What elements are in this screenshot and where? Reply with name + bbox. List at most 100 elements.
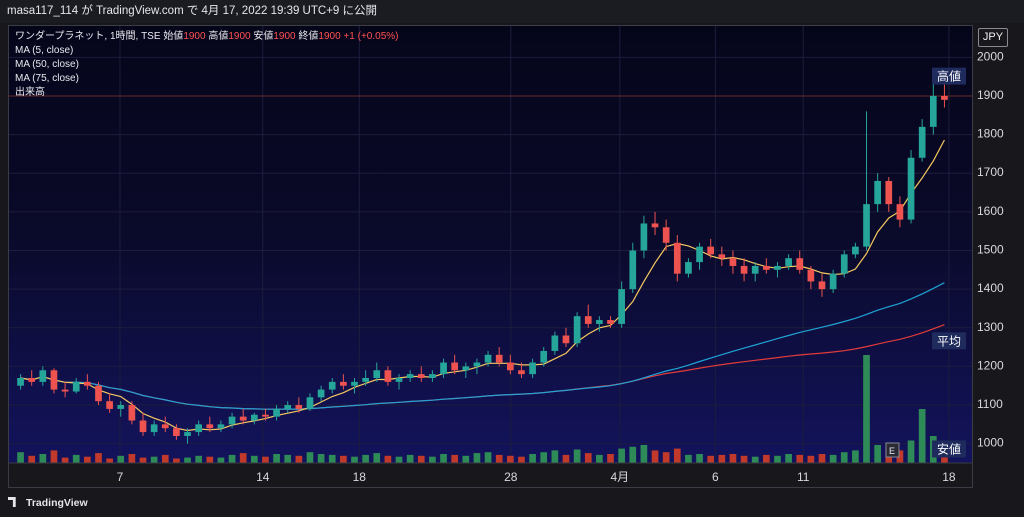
volume-bar: [373, 453, 381, 463]
volume-bar: [763, 454, 770, 463]
tradingview-logo[interactable]: TradingView: [8, 497, 88, 509]
volume-bar: [406, 454, 414, 463]
volume-bar: [596, 454, 603, 463]
candle-body: [941, 95, 948, 100]
price-axis-label: 1000: [977, 436, 1004, 450]
candle-body: [807, 269, 815, 282]
legend-ma75[interactable]: MA (75, close): [15, 73, 79, 84]
currency-button[interactable]: JPY: [978, 28, 1008, 47]
candle-body: [618, 289, 625, 324]
candle-body: [662, 227, 670, 243]
time-axis-label: 11: [797, 470, 810, 484]
legend-close-value: 1900: [318, 31, 341, 42]
time-axis-band: [9, 463, 972, 487]
volume-bar: [84, 456, 91, 463]
candle-body: [484, 354, 492, 363]
legend-ma5[interactable]: MA (5, close): [15, 45, 74, 56]
price-tag-group: 平均: [932, 332, 966, 350]
volume-bar: [462, 455, 470, 463]
candle-body: [328, 381, 336, 390]
price-tag: [932, 67, 966, 85]
candle-body: [495, 354, 503, 363]
volume-bar: [618, 448, 625, 463]
volume-bar: [818, 454, 826, 463]
legend-low-value: 1900: [273, 31, 296, 42]
legend-open-label: 始値: [163, 31, 184, 42]
candle-body: [462, 366, 470, 371]
candle-body: [918, 126, 926, 158]
volume-bar: [117, 455, 125, 463]
candle-body: [262, 414, 269, 417]
price-tag-group: 高値: [932, 67, 966, 85]
candle-body: [340, 381, 347, 386]
candle-body: [250, 414, 258, 421]
tradingview-logo-icon: [8, 497, 16, 507]
candle-body: [295, 405, 303, 409]
candle-body: [28, 378, 36, 382]
volume-bar: [72, 454, 80, 463]
price-chart[interactable]: E 7 14 18 28 4月 6 11 18 高値 平均 安値 ワンダープラネット, 1時間, TS…: [8, 25, 973, 488]
volume-bar: [718, 454, 726, 463]
candle-body: [596, 320, 603, 324]
candle-body: [440, 362, 447, 375]
volume-bar: [217, 457, 225, 463]
volume-bar: [306, 452, 314, 463]
volume-bar: [250, 455, 258, 463]
candle-body: [763, 265, 770, 270]
volume-bar: [128, 454, 136, 463]
candle-body: [685, 262, 692, 274]
volume-bar: [896, 450, 904, 463]
volume-bar: [685, 454, 692, 463]
candle-body: [929, 95, 937, 127]
candle-body: [907, 157, 915, 220]
candle-body: [139, 420, 147, 433]
volume-bar: [440, 454, 447, 463]
time-axis-label: 18: [942, 470, 956, 484]
candle-body: [217, 424, 225, 429]
volume-bar: [195, 455, 202, 463]
volume-bar: [852, 450, 859, 463]
candle-body: [161, 424, 169, 429]
volume-bar: [907, 440, 915, 463]
candle-body: [429, 374, 436, 378]
candle-body: [150, 424, 158, 433]
candle-body: [384, 370, 392, 382]
candle-body: [317, 389, 325, 398]
volume-bar: [673, 448, 681, 463]
volume-bar: [328, 454, 336, 463]
price-axis-label: 1500: [977, 243, 1004, 257]
volume-bar: [874, 445, 881, 463]
legend-ma50[interactable]: MA (50, close): [15, 59, 79, 70]
candle-body: [473, 362, 481, 367]
candle-body: [852, 246, 859, 255]
candle-body: [829, 273, 837, 290]
legend-volume[interactable]: 出来高: [15, 87, 45, 98]
volume-bar: [751, 456, 759, 463]
candle-body: [395, 378, 403, 382]
candle-body: [417, 374, 425, 378]
price-axis[interactable]: 2000 1900 1800 1700 1600 1500 1400 1300 1200 1100…: [973, 25, 1024, 488]
volume-bar: [696, 454, 703, 463]
volume-bar: [562, 454, 570, 463]
candle-body: [562, 335, 570, 344]
candle-body: [874, 180, 881, 205]
volume-bar: [340, 455, 347, 463]
candle-body: [128, 405, 136, 421]
candle-body: [540, 350, 548, 363]
candle-body: [195, 424, 202, 433]
volume-bar: [495, 454, 503, 463]
legend-close-label: 終値: [298, 31, 319, 42]
volume-bar: [774, 455, 781, 463]
time-axis-label: 6: [712, 470, 719, 484]
volume-bar: [473, 453, 481, 463]
volume-bar: [351, 456, 358, 463]
publish-header: masa117_114 が TradingView.com で 4月 17, 2…: [0, 0, 1024, 23]
volume-bar: [785, 454, 792, 463]
volume-bar: [395, 456, 403, 463]
candle-body: [451, 362, 459, 371]
volume-bar: [506, 455, 514, 463]
volume-bar: [150, 456, 158, 463]
volume-bar: [729, 454, 737, 463]
candle-body: [673, 242, 681, 274]
